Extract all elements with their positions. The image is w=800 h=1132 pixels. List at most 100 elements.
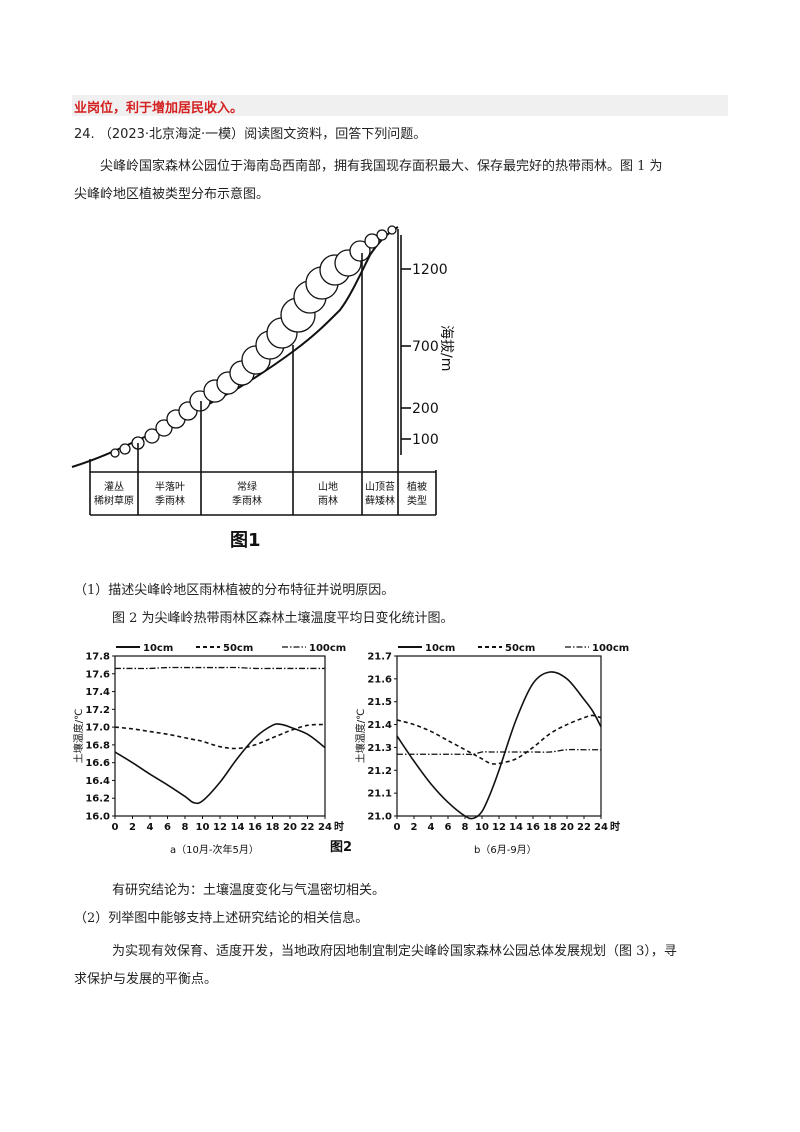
y-tick-label: 16.6 (85, 758, 110, 769)
y-tick-label: 21.6 (367, 674, 392, 685)
paragraph3-line1: 为实现有效保育、适度开发，当地政府因地制宜制定尖峰岭国家森林公园总体发展规划（图… (112, 944, 677, 959)
series-line-50cm (114, 723, 326, 750)
series-line-100cm (115, 666, 325, 670)
x-tick-label: 14 (509, 822, 523, 833)
legend-b-50cm: 50cm (505, 643, 535, 654)
plot-frame (114, 655, 326, 817)
y-tick-label: 21.7 (367, 652, 392, 663)
chart-a: 17.8 17.6 17.4 17.2 17.0 16.8 16.6 16.4 16.2 16.0… (72, 652, 344, 834)
x-tick-label: 14 (231, 822, 245, 833)
paragraph3-line2: 求保护与发展的平衡点。 (74, 972, 218, 987)
zone-3-line1: 常绿 (237, 480, 257, 493)
x-tick-label: 20 (283, 822, 297, 833)
intro-line-2: 尖峰岭地区植被类型分布示意图。 (74, 187, 270, 202)
zone-2-line1: 半落叶 (155, 480, 185, 493)
legend-a-10cm: 10cm (143, 643, 173, 654)
zone-5-line1: 山顶苔 (365, 480, 395, 493)
chart-b-title: b（6月-9月） (474, 844, 537, 856)
x-tick-label: 10 (196, 822, 210, 833)
x-tick-label: 2 (129, 822, 136, 833)
series-line-10cm (396, 671, 602, 820)
question-prompt: 阅读图文资料，回答下列问题。 (244, 127, 427, 142)
x-tick-label: 4 (428, 822, 435, 833)
chart-a-title: a（10月-次年5月） (170, 843, 259, 856)
y-tick-label: 17.6 (85, 669, 110, 680)
question-source: （2023·北京海淀·一模） (98, 127, 245, 142)
x-tick-label: 22 (577, 822, 591, 833)
zone-6-line2: 类型 (407, 494, 427, 507)
figure1-vegetation-diagram: 1200 700 200 100 海拔/m 灌丛 稀树草原 半落叶 季雨林 常绿… (71, 225, 454, 551)
x-tick-label: 24 (318, 822, 332, 833)
x-tick-label: 18 (543, 822, 557, 833)
figure2-caption: 图2 (330, 840, 352, 855)
x-tick-label: 12 (492, 822, 506, 833)
y-tick-label: 21.3 (367, 743, 392, 754)
figure2-soil-temperature-charts: 10cm 50cm 100cm 10cm 50cm 100cm 17.8 17.6… (72, 643, 629, 856)
y-tick-label: 21.0 (367, 812, 392, 823)
sub-question-2: （2）列举图中能够支持上述研究结论的相关信息。 (74, 911, 369, 926)
legend-b-100cm: 100cm (592, 643, 629, 654)
x-tick-label: 10 (475, 822, 489, 833)
zone-4-line2: 雨林 (318, 494, 338, 507)
x-tick-label: 20 (560, 822, 574, 833)
zone-4-line1: 山地 (318, 480, 338, 493)
x-tick-label: 2 (411, 822, 418, 833)
previous-answer-text: 业岗位，利于增加居民收入。 (74, 101, 244, 116)
zone-1-line1: 灌丛 (104, 481, 124, 493)
sub-question-1: （1）描述尖峰岭地区雨林植被的分布特征并说明原因。 (74, 583, 395, 598)
alt-tick-700: 700 (412, 339, 439, 355)
x-tick-label: 8 (462, 822, 469, 833)
x-tick-label: 6 (445, 822, 452, 833)
alt-tick-100: 100 (412, 432, 439, 448)
x-tick-label: 22 (301, 822, 315, 833)
research-conclusion: 有研究结论为：土壤温度变化与气温密切相关。 (112, 883, 386, 898)
y-tick-label: 17.8 (85, 652, 110, 663)
figure2-intro: 图 2 为尖峰岭热带雨林区森林土壤温度平均日变化统计图。 (112, 611, 454, 626)
alt-tick-200: 200 (412, 401, 439, 417)
y-axis-label: 土壤温度/℃ (354, 709, 367, 764)
y-tick-label: 21.2 (367, 766, 392, 777)
legend-b: 10cm 50cm 100cm (398, 643, 629, 654)
altitude-axis-label: 海拔/m (438, 325, 454, 371)
series-line-50cm (396, 714, 602, 765)
zone-2-line2: 季雨林 (155, 494, 185, 507)
zone-1-line2: 稀树草原 (94, 494, 134, 507)
zone-6-line1: 植被 (407, 480, 427, 493)
tree-canopy-illustration (110, 225, 397, 458)
y-axis-label: 土壤温度/℃ (72, 709, 85, 764)
x-tick-label: 0 (394, 822, 401, 833)
x-axis-unit: 时 (610, 820, 620, 833)
y-tick-label: 21.1 (367, 789, 392, 800)
y-tick-label: 16.8 (85, 740, 110, 751)
y-tick-label: 16.4 (85, 776, 110, 787)
y-tick-label: 16.0 (85, 812, 110, 823)
x-tick-label: 4 (147, 822, 154, 833)
x-tick-label: 0 (112, 822, 119, 833)
zone-3-line2: 季雨林 (232, 494, 262, 507)
legend-b-10cm: 10cm (425, 643, 455, 654)
chart-b: 21.721.621.521.421.321.221.121.00 2 4 6 8 10 1… (354, 652, 620, 834)
intro-line-1: 尖峰岭国家森林公园位于海南岛西南部，拥有我国现存面积最大、保存最完好的热带雨林。… (100, 159, 663, 174)
y-tick-label: 17.0 (85, 723, 110, 734)
legend-a: 10cm 50cm 100cm (116, 643, 346, 654)
y-tick-label: 17.2 (85, 705, 110, 716)
x-tick-label: 16 (526, 822, 540, 833)
y-tick-label: 21.4 (367, 720, 392, 731)
y-tick-label: 21.5 (367, 697, 392, 708)
question-number: 24. (74, 127, 95, 142)
question-header: 24. （2023·北京海淀·一模）阅读图文资料，回答下列问题。 (74, 124, 426, 146)
plot-frame (396, 655, 602, 817)
series-line-10cm (114, 723, 326, 805)
x-tick-label: 6 (164, 822, 171, 833)
figure1-caption: 图1 (230, 530, 261, 551)
x-tick-label: 24 (594, 822, 608, 833)
x-tick-label: 16 (248, 822, 262, 833)
series-line-100cm (397, 748, 601, 756)
alt-tick-1200: 1200 (412, 262, 448, 278)
y-tick-label: 16.2 (85, 794, 110, 805)
x-tick-label: 18 (266, 822, 280, 833)
legend-a-50cm: 50cm (223, 643, 253, 654)
x-axis-unit: 时 (334, 820, 344, 833)
previous-answer-highlight: 业岗位，利于增加居民收入。 (72, 95, 728, 116)
legend-a-100cm: 100cm (309, 643, 346, 654)
